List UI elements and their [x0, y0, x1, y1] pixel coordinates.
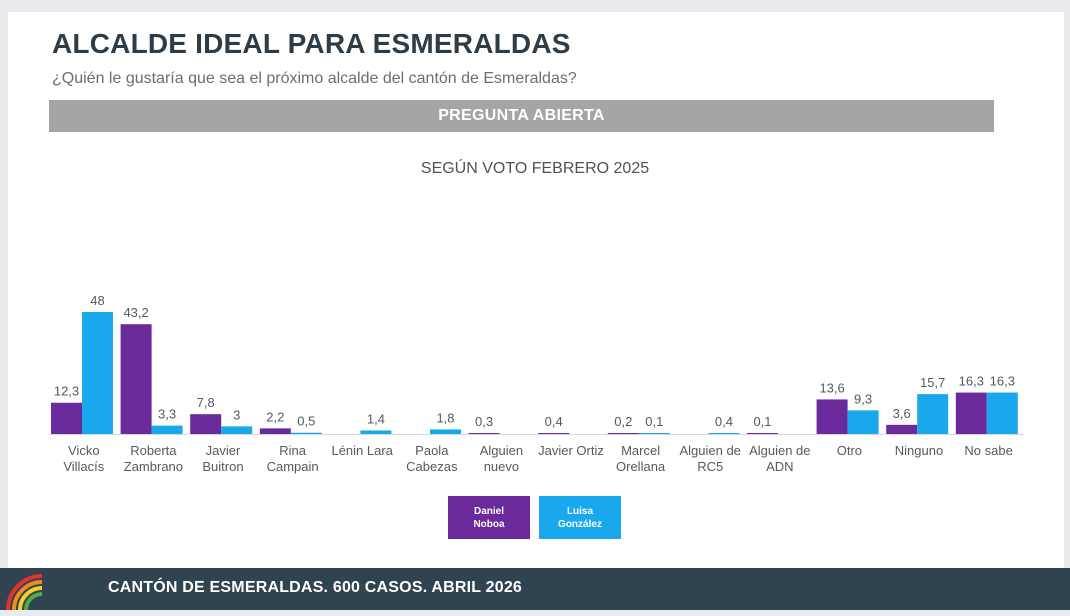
question-type-label: PREGUNTA ABIERTA [438, 107, 605, 124]
question-type-band: PREGUNTA ABIERTA [49, 100, 994, 132]
bar-noboa [538, 432, 570, 434]
page-subtitle: ¿Quién le gustaría que sea el próximo al… [52, 70, 577, 87]
category-label: Lénin Lara [331, 443, 393, 458]
bar-gonzalez [151, 425, 183, 434]
bar-noboa [120, 324, 152, 434]
category-label: Rina [279, 443, 307, 458]
bar-value-label: 0,4 [715, 414, 733, 429]
bar-gonzalez [430, 429, 461, 434]
legend-swatch-noboa [448, 496, 530, 539]
category-label: Orellana [616, 459, 666, 474]
page-title: ALCALDE IDEAL PARA ESMERALDAS [52, 28, 571, 59]
bar-noboa [607, 433, 639, 434]
bar-noboa [886, 424, 918, 434]
bar-value-label: 43,2 [123, 305, 148, 320]
bar-value-label: 3,3 [158, 407, 176, 422]
bar-noboa [955, 392, 987, 434]
legend-label: González [558, 519, 602, 530]
bar-gonzalez [986, 392, 1018, 434]
category-label: ADN [766, 459, 793, 474]
bar-gonzalez [847, 410, 879, 434]
bar-value-label: 0,1 [645, 414, 663, 429]
legend-swatch-gonzalez [539, 496, 621, 539]
bar-gonzalez [221, 426, 253, 434]
bar-value-label: 0,4 [545, 414, 563, 429]
category-label: Alguien [480, 443, 523, 458]
bar-value-label: 1,4 [367, 411, 385, 426]
bar-value-label: 2,2 [266, 409, 284, 424]
bar-value-label: 0,1 [753, 414, 771, 429]
category-label: Otro [837, 443, 862, 458]
category-label: Villacís [63, 459, 104, 474]
bar-value-label: 3 [233, 407, 240, 422]
category-label: Campain [267, 459, 319, 474]
category-label: Ninguno [895, 443, 943, 458]
category-label: Roberta [130, 443, 177, 458]
bar-value-label: 3,6 [893, 406, 911, 421]
bar-value-label: 0,2 [614, 414, 632, 429]
bar-noboa [51, 402, 82, 434]
bar-value-label: 9,3 [854, 391, 872, 406]
category-label: Zambrano [124, 459, 183, 474]
footer-text: CANTÓN DE ESMERALDAS. 600 CASOS. ABRIL 2… [108, 579, 523, 596]
bar-value-label: 0,3 [475, 414, 493, 429]
footer-bar: CANTÓN DE ESMERALDAS. 600 CASOS. ABRIL 2… [0, 568, 1070, 610]
rainbow-logo-icon [6, 574, 43, 610]
category-label: nuevo [484, 459, 519, 474]
category-label: Alguien de [679, 443, 740, 458]
bar-noboa [816, 399, 848, 434]
category-label: Cabezas [406, 459, 458, 474]
category-label: No sabe [964, 443, 1012, 458]
bar-noboa [468, 433, 500, 434]
bar-value-label: 12,3 [54, 384, 79, 399]
bar-value-label: 16,3 [959, 374, 984, 389]
category-label: Javier [206, 443, 241, 458]
category-label: RC5 [697, 459, 723, 474]
bar-gonzalez [638, 433, 670, 434]
bar-noboa [190, 414, 222, 434]
bar-noboa [259, 428, 291, 434]
legend-label: Daniel [474, 506, 504, 517]
legend-label: Noboa [473, 519, 505, 530]
bar-gonzalez [708, 432, 740, 434]
bar-gonzalez [290, 432, 322, 434]
bar-gonzalez [360, 430, 392, 434]
bar-value-label: 13,6 [819, 380, 844, 395]
bar-gonzalez [917, 394, 949, 434]
category-label: Vicko [68, 443, 100, 458]
category-label: Paola [415, 443, 449, 458]
legend-label: Luisa [567, 506, 594, 517]
bar-gonzalez [82, 312, 113, 434]
bar-value-label: 7,8 [197, 395, 215, 410]
bar-value-label: 48 [90, 293, 104, 308]
bar-value-label: 16,3 [990, 374, 1015, 389]
bar-value-label: 1,8 [436, 410, 454, 425]
bar-value-label: 0,5 [297, 414, 315, 429]
category-label: Javier Ortiz [538, 443, 604, 458]
chart-title: SEGÚN VOTO FEBRERO 2025 [420, 160, 650, 177]
category-label: Buitron [202, 459, 243, 474]
bar-value-label: 15,7 [920, 375, 945, 390]
bar-noboa [747, 433, 778, 434]
category-label: Alguien de [749, 443, 810, 458]
category-label: Marcel [621, 443, 660, 458]
